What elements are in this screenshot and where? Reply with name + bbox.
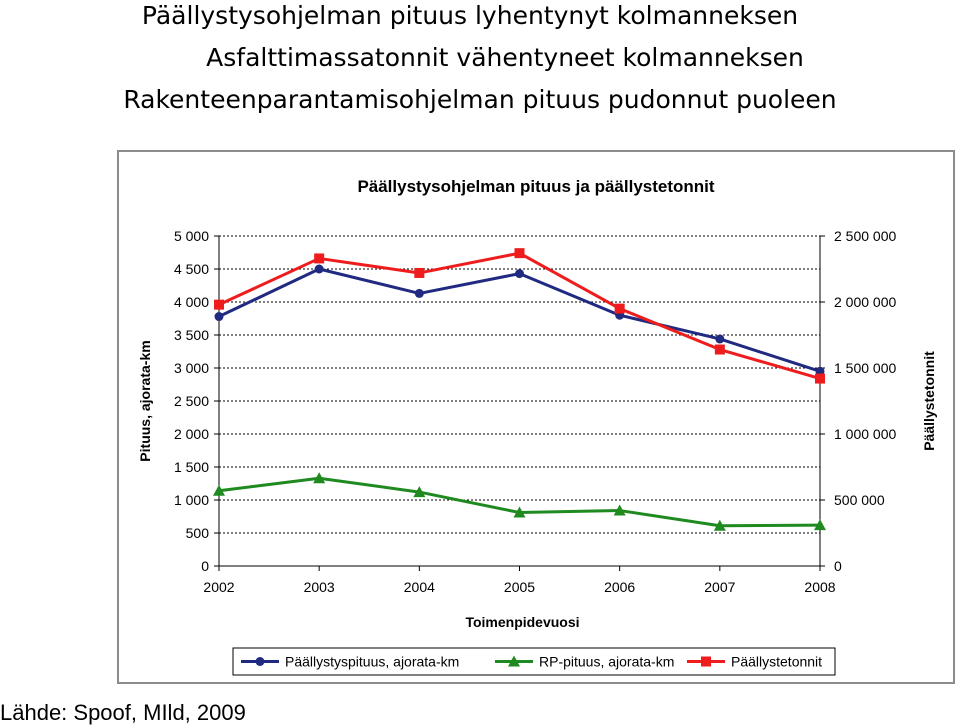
x-tick-label: 2004 — [404, 579, 435, 595]
y-tick-label: 1 500 — [174, 459, 209, 475]
x-tick-label: 2005 — [504, 579, 535, 595]
x-tick-label: 2006 — [604, 579, 635, 595]
y-tick-label: 5 000 — [174, 228, 209, 244]
legend-marker-paallystetonnit — [701, 656, 711, 667]
y-axis-label: Pituus, ajorata-km — [137, 340, 153, 461]
data-point-paallystetonnit — [815, 373, 825, 384]
data-point-paallystyspituus — [314, 264, 324, 274]
y-tick-label: 4 000 — [174, 294, 209, 310]
y-tick-label: 3 500 — [174, 327, 209, 343]
y-tick-label: 2 000 — [174, 426, 209, 442]
chart-frame: Päällystysohjelman pituus ja päällysteto… — [117, 150, 955, 684]
series-line-rp-pituus — [218, 476, 821, 528]
y2-tick-label: 2 500 000 — [834, 228, 896, 244]
data-point-rp-pituus — [313, 472, 326, 484]
legend-marker-paallystyspituus — [255, 657, 265, 666]
y2-tick-label: 1 500 000 — [834, 360, 896, 376]
data-point-paallystetonnit — [314, 253, 325, 264]
y-tick-label: 3 000 — [174, 360, 209, 376]
data-point-paallystetonnit — [714, 344, 725, 355]
data-point-paallystyspituus — [414, 288, 424, 298]
x-tick-label: 2008 — [804, 579, 835, 595]
y2-tick-label: 0 — [834, 558, 842, 574]
y-tick-label: 500 — [186, 525, 210, 541]
y-tick-label: 1 000 — [174, 492, 209, 508]
data-point-paallystetonnit — [614, 303, 625, 314]
data-point-paallystetonnit — [214, 299, 224, 310]
x-tick-label: 2003 — [304, 579, 335, 595]
y2-axis-label: Päällystetonnit — [921, 351, 937, 451]
chart-title: Päällystysohjelman pituus ja päällysteto… — [357, 177, 714, 196]
y-tick-label: 4 500 — [174, 261, 209, 277]
data-point-rp-pituus — [814, 519, 826, 531]
data-point-rp-pituus — [713, 519, 726, 531]
headline-3: Rakenteenparantamisohjelman pituus pudon… — [123, 85, 837, 114]
y-tick-label: 2 500 — [174, 393, 209, 409]
data-point-paallystyspituus — [515, 269, 524, 279]
data-point-paallystetonnit — [514, 248, 525, 259]
y-tick-label: 0 — [201, 558, 209, 574]
legend-label-paallystyspituus: Päällystyspituus, ajorata-km — [285, 654, 459, 670]
y2-tick-label: 500 000 — [834, 492, 885, 508]
legend-box — [232, 647, 836, 676]
y2-tick-label: 1 000 000 — [834, 426, 896, 442]
data-point-paallystyspituus — [214, 312, 224, 322]
legend-marker-rp-pituus — [508, 655, 520, 667]
data-point-rp-pituus — [413, 486, 426, 498]
y2-tick-label: 2 000 000 — [834, 294, 896, 310]
source-note: Lähde: Spoof, MIld, 2009 — [0, 700, 246, 725]
x-axis-label: Toimenpidevuosi — [465, 614, 579, 630]
data-point-rp-pituus — [513, 506, 526, 518]
data-point-paallystetonnit — [414, 267, 425, 278]
headline-1: Päällystysohjelman pituus lyhentynyt kol… — [141, 1, 799, 30]
data-point-rp-pituus — [613, 504, 626, 516]
data-point-paallystyspituus — [715, 334, 725, 344]
line-chart: Päällystysohjelman pituus ja päällysteto… — [137, 177, 937, 676]
legend-label-rp-pituus: RP-pituus, ajorata-km — [539, 654, 674, 670]
headline-2: Asfalttimassatonnit vähentyneet kolmanne… — [206, 43, 804, 72]
series-line-paallystyspituus — [218, 267, 821, 373]
data-point-paallystyspituus — [815, 366, 825, 376]
x-tick-label: 2002 — [203, 579, 234, 595]
legend-label-paallystetonnit: Päällystetonnit — [731, 654, 822, 670]
x-tick-label: 2007 — [704, 579, 735, 595]
data-point-rp-pituus — [213, 484, 225, 496]
